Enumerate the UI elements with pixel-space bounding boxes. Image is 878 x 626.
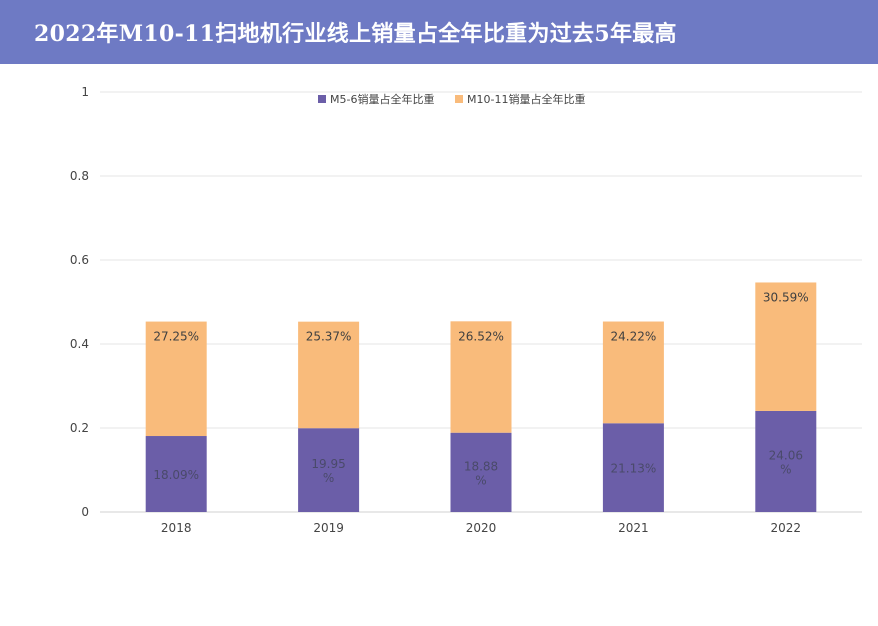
data-label: 30.59% bbox=[763, 290, 809, 304]
title-bar: 2022年M10-11扫地机行业线上销量占全年比重为过去5年最高 bbox=[0, 0, 878, 64]
data-label: 19.95 bbox=[311, 457, 345, 471]
data-label: 25.37% bbox=[306, 330, 352, 344]
bar-segment bbox=[450, 432, 512, 512]
y-tick-label: 0.4 bbox=[70, 337, 89, 351]
legend-swatch bbox=[318, 95, 326, 103]
y-tick-label: 0.6 bbox=[70, 253, 89, 267]
data-label: 24.06 bbox=[769, 448, 803, 462]
bar-segment bbox=[298, 428, 360, 512]
bar-segment bbox=[602, 423, 664, 512]
bar-segment bbox=[755, 282, 817, 411]
legend-swatch bbox=[455, 95, 463, 103]
bar-segment bbox=[755, 410, 817, 512]
data-label: 27.25% bbox=[153, 330, 199, 344]
x-tick-label: 2021 bbox=[618, 521, 649, 535]
data-label: 18.88 bbox=[464, 459, 498, 473]
bar-segment bbox=[145, 436, 207, 512]
y-tick-label: 1 bbox=[81, 85, 89, 99]
y-tick-label: 0.2 bbox=[70, 421, 89, 435]
y-tick-label: 0 bbox=[81, 505, 89, 519]
data-label: % bbox=[323, 471, 334, 485]
data-label: 24.22% bbox=[611, 330, 657, 344]
x-tick-label: 2018 bbox=[161, 521, 192, 535]
chart-area: 0 0.2 0.4 0.6 0.8 1 18.09% 27.25% 2018 19.95% 25.3… bbox=[0, 64, 878, 622]
x-tick-label: 2022 bbox=[771, 521, 802, 535]
x-tick-label: 2019 bbox=[313, 521, 344, 535]
bar-segment bbox=[145, 321, 207, 437]
y-tick-label: 0.8 bbox=[70, 169, 89, 183]
legend-label: M5-6销量占全年比重 bbox=[330, 92, 434, 106]
page-title: 2022年M10-11扫地机行业线上销量占全年比重为过去5年最高 bbox=[34, 21, 677, 47]
data-label: % bbox=[780, 462, 791, 476]
data-label: 18.09% bbox=[153, 468, 199, 482]
data-label: 21.13% bbox=[611, 462, 657, 476]
bar-segment bbox=[450, 321, 512, 433]
x-tick-label: 2020 bbox=[466, 521, 497, 535]
bar-segment bbox=[298, 321, 360, 429]
legend-label: M10-11销量占全年比重 bbox=[467, 92, 585, 106]
bar-segment bbox=[602, 321, 664, 424]
data-label: 26.52% bbox=[458, 329, 504, 343]
stacked-bar-chart: 0 0.2 0.4 0.6 0.8 1 18.09% 27.25% 2018 19.95% 25.3… bbox=[70, 85, 862, 535]
data-label: % bbox=[475, 473, 486, 487]
